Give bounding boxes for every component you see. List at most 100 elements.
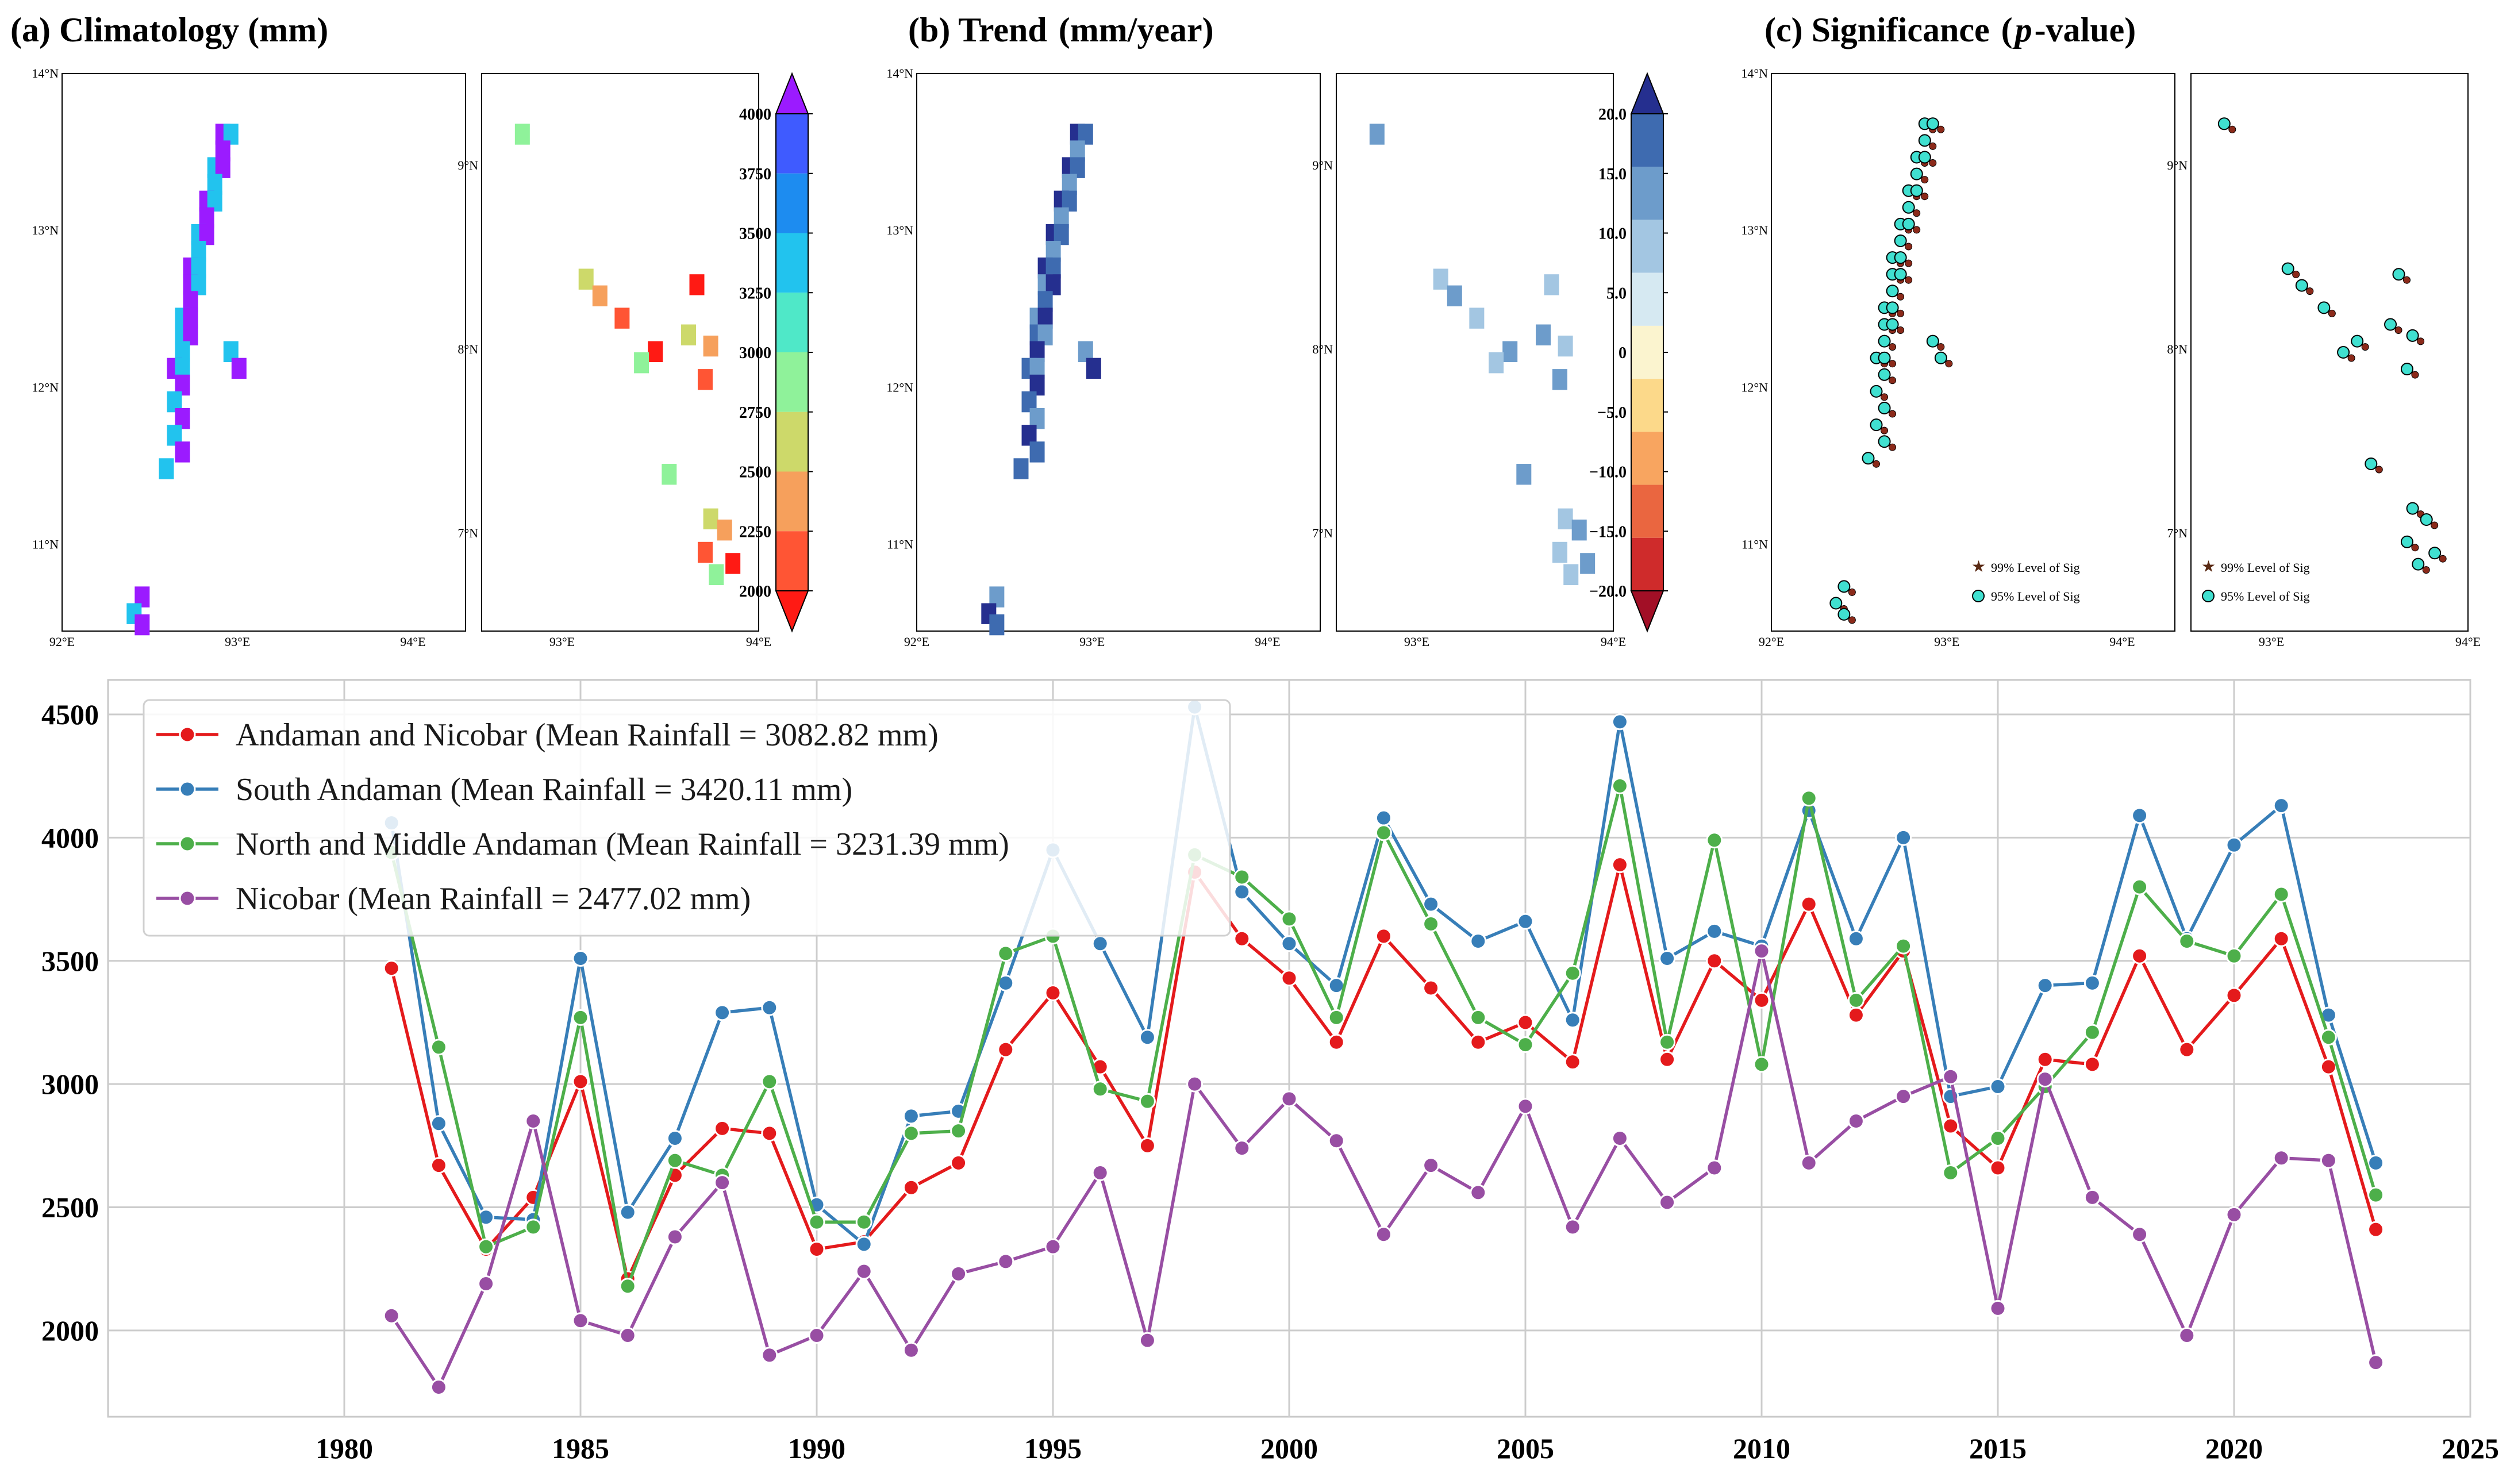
sig-95-marker: [1910, 184, 1923, 197]
sig-95-marker: [2384, 318, 2397, 331]
data-point: [1989, 1129, 2006, 1147]
data-point: [478, 1275, 495, 1292]
colorbar-label: −20.0: [1589, 583, 1627, 601]
map-grid-cell: [514, 124, 530, 145]
data-point: [525, 1218, 542, 1236]
map-grid-cell: [689, 274, 705, 295]
data-point: [1423, 979, 1440, 997]
data-point: [1139, 1332, 1156, 1349]
colorbar-label: 2500: [739, 464, 771, 482]
map-grid-cell: [709, 564, 724, 585]
sig-95-marker: [1918, 151, 1931, 164]
data-point: [2083, 1024, 2101, 1041]
x-tick-label: 2020: [2205, 1432, 2263, 1464]
data-point: [1328, 1033, 1345, 1051]
data-point: [761, 1125, 778, 1142]
colorbar-segment: [1631, 272, 1663, 326]
sig-99-star-icon: ★: [1971, 558, 1986, 576]
data-point: [430, 1115, 447, 1132]
data-point: [2273, 930, 2290, 947]
lat-tick-label: 13°N: [886, 223, 913, 237]
sig-95-marker: [2217, 117, 2231, 130]
lon-tick-label: 93°E: [1404, 635, 1429, 649]
data-point: [1659, 1033, 1676, 1051]
x-tick-label: 2015: [1969, 1432, 2027, 1464]
colorbar-label: −5.0: [1597, 404, 1627, 422]
data-point: [1517, 1014, 1534, 1031]
map-grid-cell: [1544, 274, 1559, 295]
data-point: [2225, 836, 2243, 854]
data-point: [1139, 1093, 1156, 1110]
map-grid-cell: [231, 357, 247, 379]
sig-99-marker: [1897, 309, 1905, 317]
sig-95-label: 95% Level of Sig: [1991, 589, 2080, 603]
legend-label: Nicobar (Mean Rainfall = 2477.02 mm): [236, 881, 751, 917]
panel-b-title: (b) Trend (mm/year): [908, 11, 1214, 49]
sig-99-marker: [1889, 360, 1897, 368]
sig-99-marker: [1913, 209, 1921, 217]
data-point: [1328, 1009, 1345, 1026]
sig-99-marker: [1921, 176, 1929, 184]
sig-95-marker: [1878, 368, 1891, 381]
sig-99-label: 99% Level of Sig: [1991, 560, 2080, 575]
map-grid-cell: [1469, 307, 1485, 329]
sig-95-marker: [2406, 502, 2419, 515]
map-grid-cell: [681, 324, 697, 345]
data-point: [2273, 1149, 2290, 1167]
lon-tick-label: 93°E: [1079, 635, 1105, 649]
sig-95-marker: [1878, 335, 1891, 348]
data-point: [430, 1379, 447, 1396]
y-tick-label: 4500: [41, 698, 99, 731]
sig-95-marker: [1870, 418, 1883, 432]
data-point: [1423, 895, 1440, 913]
data-point: [1375, 928, 1392, 945]
colorbar-segment: [776, 114, 808, 174]
data-point: [902, 1341, 920, 1359]
colorbar-label: 3750: [739, 166, 771, 183]
map-grid-cell: [1029, 441, 1045, 463]
data-point: [1989, 1078, 2006, 1095]
data-point: [808, 1327, 825, 1344]
data-point: [1423, 1157, 1440, 1174]
data-point: [2320, 1058, 2337, 1075]
data-point: [478, 1238, 495, 1255]
map-grid-cell: [1536, 324, 1551, 345]
colorbar-label: −15.0: [1589, 523, 1627, 541]
sig-95-marker: [1870, 385, 1883, 398]
data-point: [714, 1120, 731, 1137]
map-grid-cell: [1433, 268, 1448, 290]
data-point: [950, 1154, 967, 1171]
map-grid-cell: [1552, 541, 1567, 563]
data-point: [1753, 1056, 1770, 1073]
sig-95-marker: [2412, 558, 2425, 571]
sig-99-marker: [1937, 125, 1945, 133]
sig-99-marker: [2361, 343, 2369, 351]
data-point: [1895, 1088, 1912, 1105]
sig-95-marker: [1862, 452, 1875, 465]
map-grid-cell: [703, 335, 718, 357]
data-point: [1989, 1300, 2006, 1317]
colorbar-label: 0: [1619, 344, 1627, 362]
data-point: [2083, 1189, 2101, 1206]
data-point: [1659, 1194, 1676, 1211]
colorbar-label: 2000: [739, 583, 771, 601]
sig-95-marker: [1910, 167, 1923, 180]
sig-95-marker: [1829, 597, 1843, 610]
data-point: [1470, 1184, 1487, 1201]
map-grid-cell: [134, 614, 150, 636]
data-point: [1942, 1164, 1959, 1182]
map-grid-cell: [1571, 520, 1587, 541]
data-point: [619, 1327, 636, 1344]
colorbar-top-extend: [1630, 72, 1664, 114]
y-tick-label: 2000: [41, 1314, 99, 1347]
sig-95-marker: [1886, 301, 1899, 314]
lat-tick-label: 12°N: [886, 380, 913, 394]
sig-99-marker: [2228, 125, 2236, 133]
panel-b-title-prefix: (b) Trend: [908, 11, 1047, 49]
data-point: [2083, 1056, 2101, 1073]
data-point: [1139, 1137, 1156, 1154]
lon-tick-label: 94°E: [2109, 635, 2135, 649]
data-point: [1611, 856, 1628, 874]
data-point: [1989, 1159, 2006, 1177]
sig-99-marker: [1905, 259, 1913, 267]
